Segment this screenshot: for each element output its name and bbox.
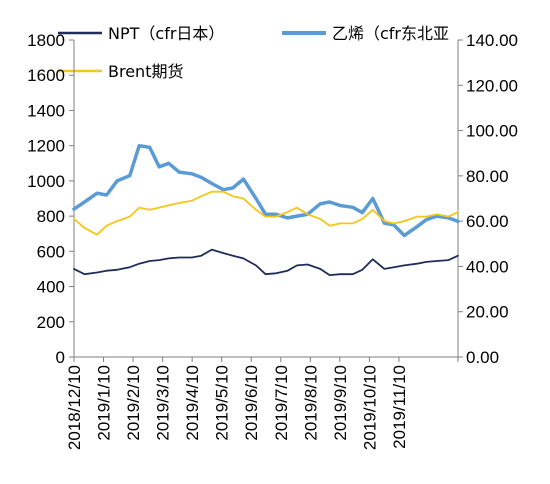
left-tick-label: 1400 <box>27 101 65 120</box>
x-tick-label: 2019/9/10 <box>331 365 350 441</box>
legend: NPT（cfr日本） 乙烯（cfr东北亚 Brent期货 <box>58 24 449 81</box>
right-axis-ticks: 0.00 20.00 40.00 60.00 80.00 100.00 120.00 140.… <box>458 31 518 367</box>
series-line-brent <box>73 190 459 236</box>
x-tick-label: 2019/6/10 <box>242 365 261 441</box>
right-tick-label: 20.00 <box>466 303 509 322</box>
legend-label-ethylene: 乙烯（cfr东北亚 <box>332 24 449 43</box>
left-tick-label: 1000 <box>27 172 65 191</box>
legend-label-brent: Brent期货 <box>108 62 183 81</box>
right-tick-label: 0.00 <box>466 348 499 367</box>
right-tick-label: 100.00 <box>466 122 518 141</box>
left-tick-label: 600 <box>37 242 65 261</box>
right-tick-label: 120.00 <box>466 76 518 95</box>
series-line-ethylene <box>72 143 460 238</box>
x-tick-label: 2019/10/10 <box>360 365 379 450</box>
left-axis-ticks: 0 200 400 600 800 1000 1200 1400 1600 1800 <box>27 31 74 367</box>
left-tick-label: 1800 <box>27 31 65 50</box>
x-tick-label: 2019/7/10 <box>272 365 291 441</box>
plot-area <box>72 143 460 277</box>
x-tick-label: 2019/3/10 <box>154 365 173 441</box>
x-tick-label: 2019/5/10 <box>213 365 232 441</box>
left-tick-label: 400 <box>37 278 65 297</box>
left-tick-label: 800 <box>37 207 65 226</box>
axes <box>73 40 459 358</box>
right-tick-label: 80.00 <box>466 167 509 186</box>
left-tick-label: 1200 <box>27 137 65 156</box>
x-tick-label: 2019/2/10 <box>124 365 143 441</box>
left-tick-label: 1600 <box>27 66 65 85</box>
right-tick-label: 60.00 <box>466 212 509 231</box>
x-tick-label: 2018/12/10 <box>65 365 84 450</box>
x-tick-label: 2019/8/10 <box>301 365 320 441</box>
series-line-npt <box>73 248 459 277</box>
left-tick-label: 200 <box>37 313 65 332</box>
x-tick-label: 2019/4/10 <box>183 365 202 441</box>
right-tick-label: 40.00 <box>466 257 509 276</box>
x-tick-label: 2019/1/10 <box>95 365 114 441</box>
right-tick-label: 140.00 <box>466 31 518 50</box>
legend-label-npt: NPT（cfr日本） <box>108 24 224 43</box>
left-tick-label: 0 <box>56 348 65 367</box>
x-tick-label: 2019/11/10 <box>390 365 409 449</box>
x-axis-ticks: 2018/12/10 2019/1/10 2019/2/10 2019/3/10 201… <box>65 357 459 450</box>
